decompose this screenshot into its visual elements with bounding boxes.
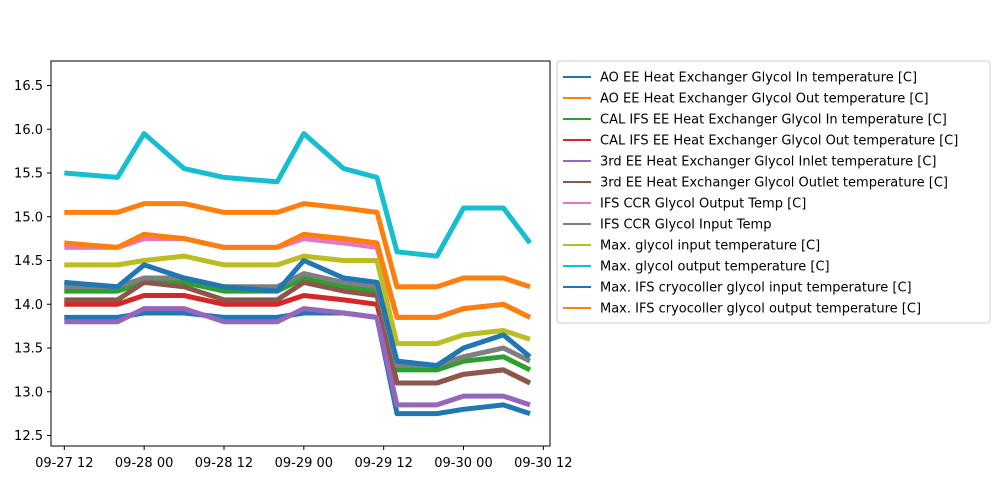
- y-tick-label: 14.5: [14, 254, 43, 269]
- x-tick-label: 09-29 00: [275, 456, 333, 471]
- legend-label: Max. IFS cryocoller glycol input tempera…: [600, 281, 912, 296]
- x-tick-label: 09-28 00: [115, 456, 173, 471]
- x-tick-label: 09-28 12: [195, 456, 253, 471]
- x-tick-label: 09-30 12: [514, 456, 572, 471]
- y-tick-label: 15.5: [14, 167, 43, 182]
- x-tick-label: 09-29 12: [354, 456, 412, 471]
- y-tick-label: 14.0: [14, 298, 43, 313]
- x-tick-label: 09-30 00: [434, 456, 492, 471]
- y-tick-label: 15.0: [14, 210, 43, 225]
- series-line-5: [64, 306, 531, 408]
- y-tick-label: 13.5: [14, 342, 43, 357]
- series-line-2: [64, 201, 531, 290]
- series-line-9: [64, 253, 531, 347]
- legend-label: 3rd EE Heat Exchanger Glycol Outlet temp…: [600, 176, 948, 191]
- series-line-6: [64, 279, 532, 386]
- x-tick-label: 09-27 12: [35, 456, 93, 471]
- plot-area-frame: [50, 60, 551, 447]
- legend-label: IFS CCR Glycol Input Temp: [600, 218, 771, 233]
- legend-label: Max. IFS cryocoller glycol output temper…: [600, 302, 921, 317]
- y-tick-label: 16.0: [14, 123, 43, 138]
- legend-label: AO EE Heat Exchanger Glycol In temperatu…: [600, 71, 917, 86]
- series-line-10: [64, 131, 532, 259]
- y-tick-label: 13.0: [14, 385, 43, 400]
- legend-label: AO EE Heat Exchanger Glycol Out temperat…: [600, 92, 929, 107]
- y-tick-label: 16.5: [14, 79, 43, 94]
- legend-label: Max. glycol input temperature [C]: [600, 239, 820, 254]
- y-axis: 12.5 13.0 13.5 14.0 14.5 15.0 15.5 16.0 16.5: [14, 79, 51, 444]
- legend-label: 3rd EE Heat Exchanger Glycol Inlet tempe…: [600, 155, 937, 170]
- legend-label: IFS CCR Glycol Output Temp [C]: [600, 197, 806, 212]
- legend-label: CAL IFS EE Heat Exchanger Glycol In temp…: [600, 113, 947, 128]
- legend-label: Max. glycol output temperature [C]: [600, 260, 830, 275]
- series-line-8: [64, 271, 532, 368]
- legend-label: CAL IFS EE Heat Exchanger Glycol Out tem…: [600, 134, 958, 149]
- legend-frame: [556, 60, 991, 324]
- series-line-12: [64, 231, 532, 320]
- series-layer: [64, 131, 532, 417]
- series-line-11: [64, 258, 532, 368]
- y-tick-label: 12.5: [14, 429, 43, 444]
- x-axis: 09-27 12 09-28 00 09-28 12 09-29 00 09-29 12…: [35, 446, 573, 471]
- legend: AO EE Heat Exchanger Glycol In temperatu…: [556, 60, 991, 324]
